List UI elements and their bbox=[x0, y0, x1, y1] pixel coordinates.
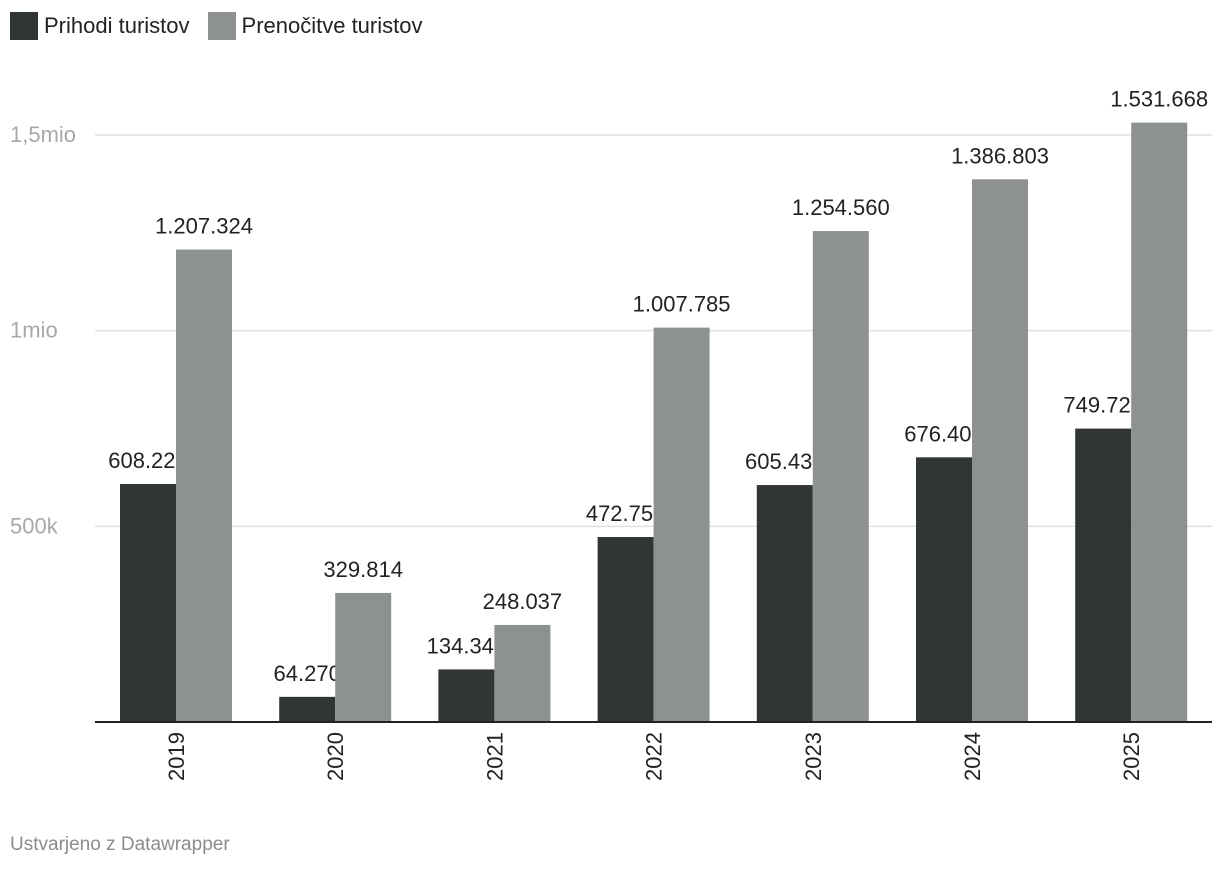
bar-prenocitve bbox=[494, 624, 551, 722]
legend-label-prenocitve: Prenočitve turistov bbox=[241, 13, 423, 38]
bar-prenocitve bbox=[812, 231, 869, 722]
legend-label-prihodi: Prihodi turistov bbox=[44, 13, 190, 38]
x-tick-label: 2019 bbox=[164, 732, 189, 781]
legend-item-prenocitve: Prenočitve turistov bbox=[207, 12, 423, 40]
bar-prihodi bbox=[756, 485, 813, 722]
y-tick-label: 500k bbox=[10, 513, 59, 538]
data-label-prihodi: 749.729 bbox=[1063, 393, 1143, 418]
data-label-prihodi: 676.409 bbox=[904, 421, 984, 446]
x-tick-label: 2025 bbox=[1119, 732, 1144, 781]
data-label-prenocitve: 248.037 bbox=[483, 589, 563, 614]
bar-prenocitve bbox=[335, 592, 392, 722]
data-label-prihodi: 134.342 bbox=[427, 633, 507, 658]
bar-prenocitve bbox=[653, 327, 710, 722]
data-label-prenocitve: 1.531.668 bbox=[1110, 87, 1208, 112]
legend-item-prihodi: Prihodi turistov bbox=[10, 12, 190, 40]
footer-credit: Ustvarjeno z Datawrapper bbox=[10, 834, 230, 855]
legend: Prihodi turistov Prenočitve turistov bbox=[10, 12, 422, 40]
bar-prihodi bbox=[438, 669, 495, 722]
x-tick-label: 2023 bbox=[801, 732, 826, 781]
bar-prenocitve bbox=[972, 179, 1028, 723]
data-label-prenocitve: 1.007.785 bbox=[633, 292, 731, 317]
bar-prihodi bbox=[916, 457, 972, 722]
legend-swatch-prenocitve bbox=[207, 12, 236, 40]
x-tick-label: 2024 bbox=[960, 732, 985, 781]
bar-prihodi bbox=[1075, 428, 1132, 722]
bar-prenocitve bbox=[176, 249, 232, 722]
bar-prihodi bbox=[120, 483, 176, 722]
data-label-prihodi: 472.751 bbox=[586, 501, 666, 526]
y-tick-label: 1,5mio bbox=[10, 122, 76, 147]
data-label-prihodi: 608.229 bbox=[108, 448, 188, 473]
data-label-prenocitve: 1.254.560 bbox=[792, 195, 890, 220]
bar-prihodi bbox=[597, 536, 654, 722]
data-label-prenocitve: 1.207.324 bbox=[155, 214, 253, 239]
bar-prihodi bbox=[279, 696, 336, 722]
x-tick-label: 2022 bbox=[642, 732, 667, 781]
data-label-prenocitve: 1.386.803 bbox=[951, 143, 1049, 168]
legend-swatch-prihodi bbox=[10, 12, 38, 40]
data-label-prihodi: 605.437 bbox=[745, 449, 825, 474]
x-tick-label: 2020 bbox=[323, 732, 348, 781]
bar-prenocitve bbox=[1131, 122, 1188, 723]
x-tick-label: 2021 bbox=[482, 732, 507, 781]
data-label-prenocitve: 329.814 bbox=[323, 557, 403, 582]
y-tick-label: 1mio bbox=[10, 318, 58, 343]
data-label-prihodi: 64.270 bbox=[274, 661, 341, 686]
